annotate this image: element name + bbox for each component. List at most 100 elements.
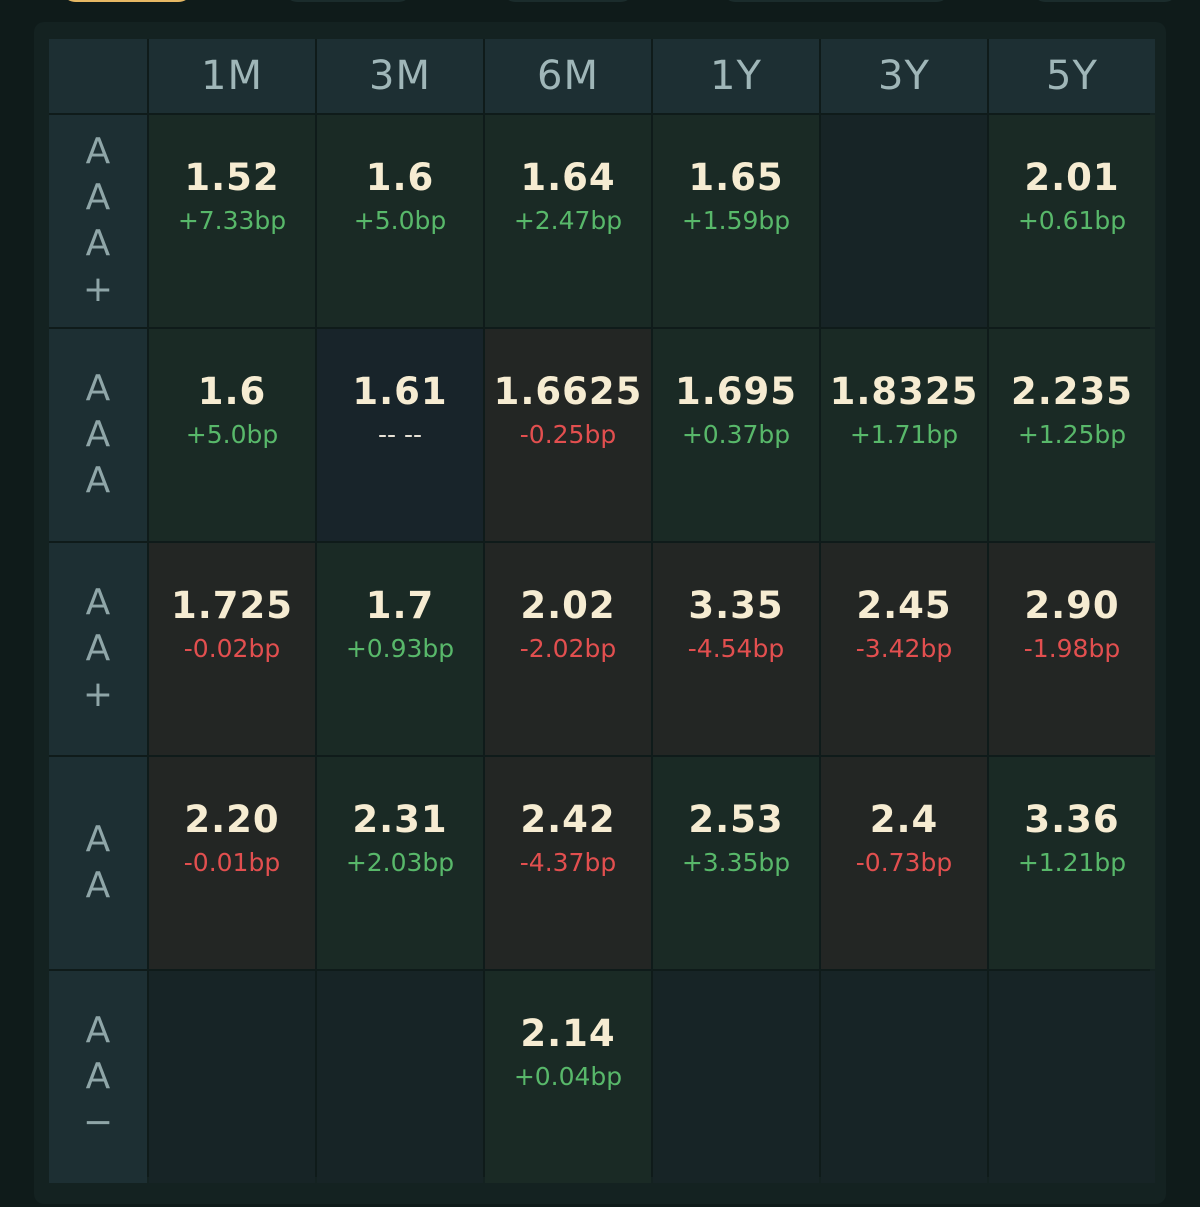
col-header-1m[interactable]: 1M bbox=[149, 39, 315, 113]
tab[interactable] bbox=[720, 0, 952, 2]
yield-cell[interactable]: 2.20 -0.01bp bbox=[149, 757, 315, 969]
yield-cell[interactable]: 2.45 -3.42bp bbox=[821, 543, 987, 755]
yield-cell[interactable]: 1.65 +1.59bp bbox=[653, 115, 819, 327]
row-header-rating[interactable]: A A − bbox=[49, 971, 147, 1183]
rating-char: A bbox=[85, 819, 111, 860]
row-header-rating[interactable]: A A A + bbox=[49, 115, 147, 327]
rating-char: A bbox=[85, 131, 111, 172]
yield-cell[interactable]: 2.4 -0.73bp bbox=[821, 757, 987, 969]
yield-value: 2.02 bbox=[520, 584, 616, 627]
tab-bar bbox=[0, 0, 1200, 12]
yield-value: 2.53 bbox=[688, 798, 784, 841]
yield-cell[interactable] bbox=[149, 971, 315, 1183]
yield-change: +1.59bp bbox=[681, 206, 791, 235]
yield-cell[interactable] bbox=[989, 971, 1155, 1183]
yield-cell[interactable] bbox=[821, 971, 987, 1183]
tab[interactable] bbox=[282, 0, 414, 2]
yield-change: +5.0bp bbox=[353, 206, 447, 235]
yield-cell[interactable]: 1.61 -- -- bbox=[317, 329, 483, 541]
yield-change: -0.02bp bbox=[183, 634, 281, 663]
yield-value: 2.01 bbox=[1024, 156, 1120, 199]
yield-value: 1.725 bbox=[170, 584, 294, 627]
yield-change: +5.0bp bbox=[185, 420, 279, 449]
yield-cell[interactable]: 2.42 -4.37bp bbox=[485, 757, 651, 969]
yield-cell[interactable] bbox=[821, 115, 987, 327]
yield-cell[interactable]: 1.6 +5.0bp bbox=[149, 329, 315, 541]
yield-change: -0.01bp bbox=[183, 848, 281, 877]
yield-change: +0.93bp bbox=[345, 634, 455, 663]
yield-cell[interactable]: 3.35 -4.54bp bbox=[653, 543, 819, 755]
yield-cell[interactable]: 2.235 +1.25bp bbox=[989, 329, 1155, 541]
tab[interactable] bbox=[1030, 0, 1180, 2]
yield-cell[interactable]: 2.53 +3.35bp bbox=[653, 757, 819, 969]
rating-char: A bbox=[85, 460, 111, 501]
yield-value: 2.42 bbox=[520, 798, 616, 841]
tab-active[interactable] bbox=[60, 0, 194, 2]
grid-corner bbox=[49, 39, 147, 113]
yield-value: 1.6 bbox=[197, 370, 267, 413]
rating-char: A bbox=[85, 368, 111, 409]
col-header-6m[interactable]: 6M bbox=[485, 39, 651, 113]
rating-char: A bbox=[85, 582, 111, 623]
yield-change: -1.98bp bbox=[1023, 634, 1121, 663]
yield-cell[interactable]: 1.64 +2.47bp bbox=[485, 115, 651, 327]
yield-value: 3.35 bbox=[688, 584, 784, 627]
yield-value: 1.695 bbox=[674, 370, 798, 413]
yield-value: 2.31 bbox=[352, 798, 448, 841]
col-header-5y[interactable]: 5Y bbox=[989, 39, 1155, 113]
rating-char: + bbox=[82, 674, 114, 715]
yield-change: +0.37bp bbox=[681, 420, 791, 449]
yield-change: +3.35bp bbox=[681, 848, 791, 877]
col-header-3y[interactable]: 3Y bbox=[821, 39, 987, 113]
yield-cell[interactable]: 2.02 -2.02bp bbox=[485, 543, 651, 755]
yield-value: 2.4 bbox=[869, 798, 939, 841]
yield-value: 1.7 bbox=[365, 584, 435, 627]
yield-change: +1.25bp bbox=[1017, 420, 1127, 449]
yield-change: -4.37bp bbox=[519, 848, 617, 877]
yield-cell[interactable]: 1.52 +7.33bp bbox=[149, 115, 315, 327]
col-header-1y[interactable]: 1Y bbox=[653, 39, 819, 113]
yield-cell[interactable]: 1.8325 +1.71bp bbox=[821, 329, 987, 541]
row-header-rating[interactable]: A A + bbox=[49, 543, 147, 755]
yield-change: +1.21bp bbox=[1017, 848, 1127, 877]
yield-value: 3.36 bbox=[1024, 798, 1120, 841]
yield-cell[interactable]: 1.695 +0.37bp bbox=[653, 329, 819, 541]
yield-value: 2.20 bbox=[184, 798, 280, 841]
yield-change: -4.54bp bbox=[687, 634, 785, 663]
yield-value: 2.235 bbox=[1010, 370, 1134, 413]
rating-char: A bbox=[85, 1056, 111, 1097]
yield-value: 2.90 bbox=[1024, 584, 1120, 627]
yield-cell[interactable]: 2.90 -1.98bp bbox=[989, 543, 1155, 755]
yield-change: -0.25bp bbox=[519, 420, 617, 449]
yield-cell[interactable]: 2.31 +2.03bp bbox=[317, 757, 483, 969]
yield-cell[interactable]: 1.7 +0.93bp bbox=[317, 543, 483, 755]
yield-change: -- -- bbox=[377, 420, 423, 449]
rating-char: + bbox=[82, 269, 114, 310]
yield-cell[interactable]: 1.6625 -0.25bp bbox=[485, 329, 651, 541]
rating-char: − bbox=[82, 1102, 114, 1143]
yield-cell[interactable]: 1.6 +5.0bp bbox=[317, 115, 483, 327]
yield-value: 2.14 bbox=[520, 1012, 616, 1055]
yield-cell[interactable]: 2.14 +0.04bp bbox=[485, 971, 651, 1183]
yield-value: 2.45 bbox=[856, 584, 952, 627]
yield-change: +2.03bp bbox=[345, 848, 455, 877]
yield-cell[interactable] bbox=[317, 971, 483, 1183]
yield-value: 1.61 bbox=[352, 370, 448, 413]
yield-cell[interactable] bbox=[653, 971, 819, 1183]
tab[interactable] bbox=[500, 0, 636, 2]
yield-cell[interactable]: 1.725 -0.02bp bbox=[149, 543, 315, 755]
yield-change: +0.61bp bbox=[1017, 206, 1127, 235]
yield-value: 1.52 bbox=[184, 156, 280, 199]
yield-cell[interactable]: 3.36 +1.21bp bbox=[989, 757, 1155, 969]
yield-change: -0.73bp bbox=[855, 848, 953, 877]
yield-change: +7.33bp bbox=[177, 206, 287, 235]
yield-value: 1.8325 bbox=[829, 370, 979, 413]
yield-value: 1.6625 bbox=[493, 370, 643, 413]
yield-change: +0.04bp bbox=[513, 1062, 623, 1091]
yield-value: 1.6 bbox=[365, 156, 435, 199]
col-header-3m[interactable]: 3M bbox=[317, 39, 483, 113]
yield-cell[interactable]: 2.01 +0.61bp bbox=[989, 115, 1155, 327]
